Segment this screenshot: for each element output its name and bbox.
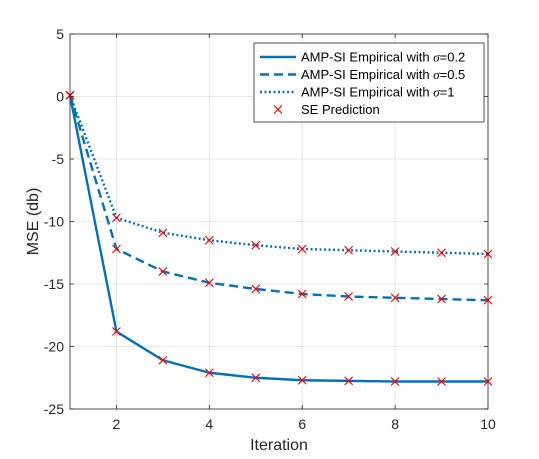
legend-label-1: AMP-SI Empirical with σ=0.2 — [301, 50, 465, 65]
series-lines — [68, 94, 489, 383]
se-prediction-marker — [344, 245, 354, 255]
se-prediction-marker — [112, 213, 121, 223]
y-tick-label: -25 — [44, 401, 64, 417]
se-prediction-marker — [251, 284, 261, 294]
y-tick-label: -10 — [44, 214, 64, 230]
se-prediction-marker — [251, 240, 261, 250]
se-prediction-marker — [112, 244, 121, 254]
se-prediction-marker — [390, 293, 400, 303]
x-axis-label: Iteration — [250, 437, 308, 454]
series-line-2 — [68, 94, 489, 302]
se-prediction-marker — [344, 292, 354, 301]
se-prediction-marker — [204, 235, 214, 245]
se-prediction-marker — [158, 228, 168, 238]
se-prediction-marker — [251, 373, 261, 383]
se-prediction-marker — [297, 375, 307, 385]
se-prediction-marker — [390, 247, 400, 256]
x-tick-label: 8 — [391, 416, 399, 432]
series-line-1 — [68, 95, 488, 383]
y-tick-label: 0 — [56, 89, 64, 105]
se-prediction-marker — [344, 376, 354, 386]
y-tick-label: -5 — [52, 151, 65, 167]
y-tick-label: 5 — [56, 26, 64, 42]
axis-ticks: 2 4 6 8 10 5 0 -5 -10 -15 -20 -25 — [44, 26, 496, 432]
legend-marker-swatch — [273, 105, 283, 114]
se-prediction-marker — [112, 327, 121, 336]
y-axis-label: MSE (db) — [25, 188, 42, 256]
x-tick-label: 2 — [113, 416, 121, 432]
se-prediction-marker — [158, 355, 168, 365]
se-prediction-markers — [65, 90, 493, 386]
x-tick-label: 6 — [298, 416, 306, 432]
x-tick-label: 4 — [205, 416, 213, 432]
se-prediction-marker — [297, 244, 307, 254]
y-tick-label: -15 — [44, 276, 64, 292]
se-prediction-marker — [437, 248, 446, 258]
legend-label-3: AMP-SI Empirical with σ=1 — [301, 85, 454, 100]
se-prediction-marker — [437, 294, 446, 304]
legend: AMP-SI Empirical with σ=0.2 AMP-SI Empiri… — [253, 42, 485, 123]
se-prediction-marker — [297, 289, 307, 299]
legend-label-2: AMP-SI Empirical with σ=0.5 — [301, 67, 465, 82]
se-prediction-marker — [437, 377, 446, 386]
legend-label-4: SE Prediction — [301, 102, 380, 117]
y-tick-label: -20 — [44, 339, 64, 355]
se-prediction-marker — [158, 267, 168, 276]
se-prediction-marker — [204, 278, 214, 288]
se-prediction-marker — [204, 368, 214, 378]
x-tick-label: 10 — [480, 416, 496, 432]
se-prediction-marker — [390, 377, 400, 386]
